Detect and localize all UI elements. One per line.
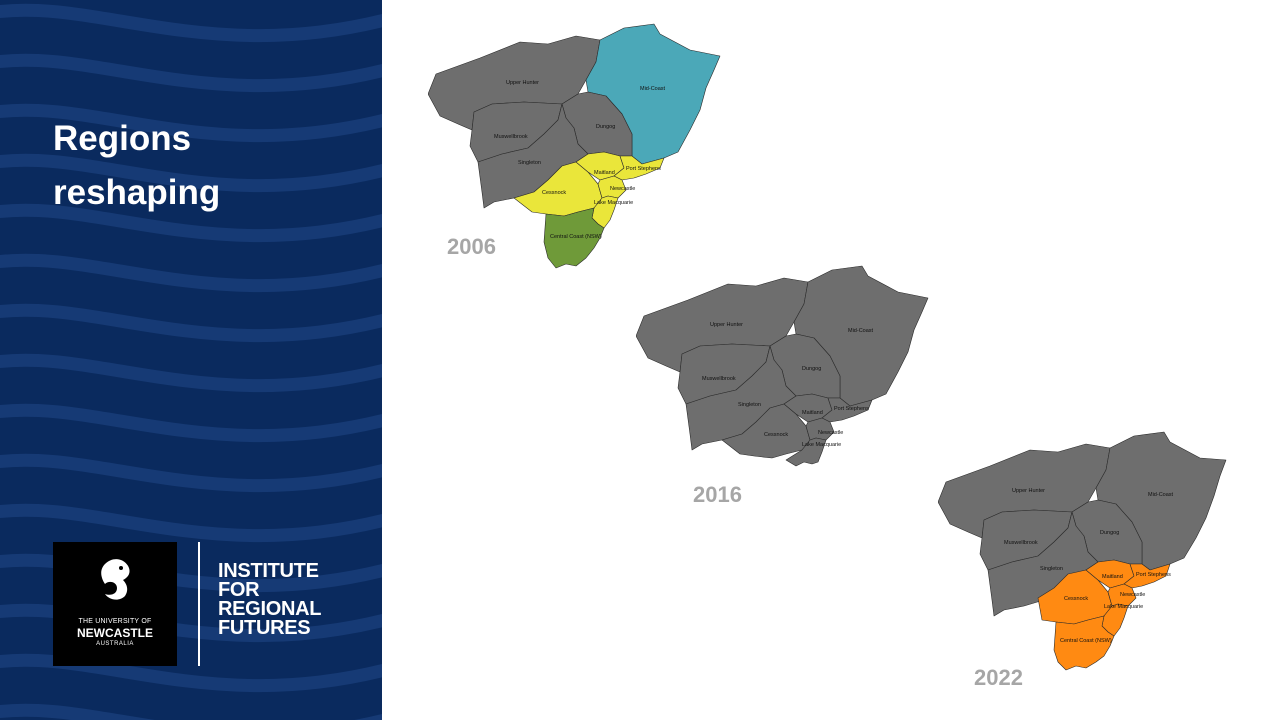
label-port-stephens: Port Stephens <box>626 166 661 172</box>
label-dungog: Dungog <box>596 124 615 130</box>
slide-title: Regions reshaping <box>53 112 220 220</box>
label-lake-macquarie: Lake Macquarie <box>1104 604 1143 610</box>
year-label-2006: 2006 <box>447 234 496 259</box>
label-muswellbrook: Muswellbrook <box>1004 540 1038 546</box>
label-maitland: Maitland <box>802 410 823 416</box>
label-central-coast: Central Coast (NSW) <box>550 234 602 240</box>
label-mid-coast: Mid-Coast <box>640 86 666 92</box>
label-dungog: Dungog <box>1100 530 1119 536</box>
label-newcastle: Newcastle <box>1120 592 1145 598</box>
region-port-stephens <box>1123 563 1171 589</box>
label-lake-macquarie: Lake Macquarie <box>802 442 841 448</box>
label-maitland: Maitland <box>1102 574 1123 580</box>
label-cessnock: Cessnock <box>1064 596 1088 602</box>
label-maitland: Maitland <box>594 170 615 176</box>
label-muswellbrook: Muswellbrook <box>702 376 736 382</box>
logo-divider <box>198 542 200 666</box>
university-logo-line3: AUSTRALIA <box>96 641 134 647</box>
map-2022-svg: Upper Hunter Mid-Coast Muswellbrook Dung… <box>938 431 1227 671</box>
region-lake-macquarie <box>785 437 827 467</box>
institute-logo-line3: REGIONAL <box>218 598 322 620</box>
slide-title-line2: reshaping <box>53 173 221 212</box>
institute-logo-line1: INSTITUTE <box>218 560 319 582</box>
left-panel: Regions reshaping THE UNIVERSITY OF NEWC… <box>0 0 382 720</box>
label-port-stephens: Port Stephens <box>1136 572 1171 578</box>
label-port-stephens: Port Stephens <box>834 406 869 412</box>
label-cessnock: Cessnock <box>764 432 788 438</box>
institute-logo-line2: FOR <box>218 579 260 601</box>
label-newcastle: Newcastle <box>610 186 635 192</box>
label-newcastle: Newcastle <box>818 430 843 436</box>
label-cessnock: Cessnock <box>542 190 566 196</box>
map-2006: Upper Hunter Mid-Coast Muswellbrook Dung… <box>428 22 728 282</box>
university-logo: THE UNIVERSITY OF NEWCASTLE AUSTRALIA <box>53 542 177 666</box>
label-mid-coast: Mid-Coast <box>848 328 874 334</box>
institute-logo-line4: FUTURES <box>218 617 311 639</box>
university-logo-line2: NEWCASTLE <box>77 626 153 640</box>
label-mid-coast: Mid-Coast <box>1148 492 1174 498</box>
region-central-coast <box>1053 615 1115 671</box>
region-port-stephens <box>821 397 873 423</box>
label-upper-hunter: Upper Hunter <box>1012 488 1045 494</box>
map-2006-svg: Upper Hunter Mid-Coast Muswellbrook Dung… <box>428 23 721 269</box>
label-upper-hunter: Upper Hunter <box>506 80 539 86</box>
institute-logo: INSTITUTE FOR REGIONAL FUTURES <box>218 560 322 639</box>
map-2016-svg: Upper Hunter Mid-Coast Muswellbrook Dung… <box>636 265 929 467</box>
map-2022: Upper Hunter Mid-Coast Muswellbrook Dung… <box>938 430 1238 690</box>
map-2016: Upper Hunter Mid-Coast Muswellbrook Dung… <box>636 264 936 524</box>
region-port-stephens <box>613 155 665 181</box>
region-central-coast <box>543 207 605 269</box>
label-muswellbrook: Muswellbrook <box>494 134 528 140</box>
horse-head-icon <box>101 559 130 600</box>
label-singleton: Singleton <box>738 402 761 408</box>
slide-title-line1: Regions <box>53 119 192 158</box>
label-lake-macquarie: Lake Macquarie <box>594 200 633 206</box>
year-label-2016: 2016 <box>693 482 742 507</box>
label-dungog: Dungog <box>802 366 821 372</box>
label-upper-hunter: Upper Hunter <box>710 322 743 328</box>
university-logo-line1: THE UNIVERSITY OF <box>78 618 152 625</box>
year-label-2022: 2022 <box>974 665 1023 690</box>
label-singleton: Singleton <box>1040 566 1063 572</box>
label-central-coast: Central Coast (NSW) <box>1060 638 1112 644</box>
label-singleton: Singleton <box>518 160 541 166</box>
